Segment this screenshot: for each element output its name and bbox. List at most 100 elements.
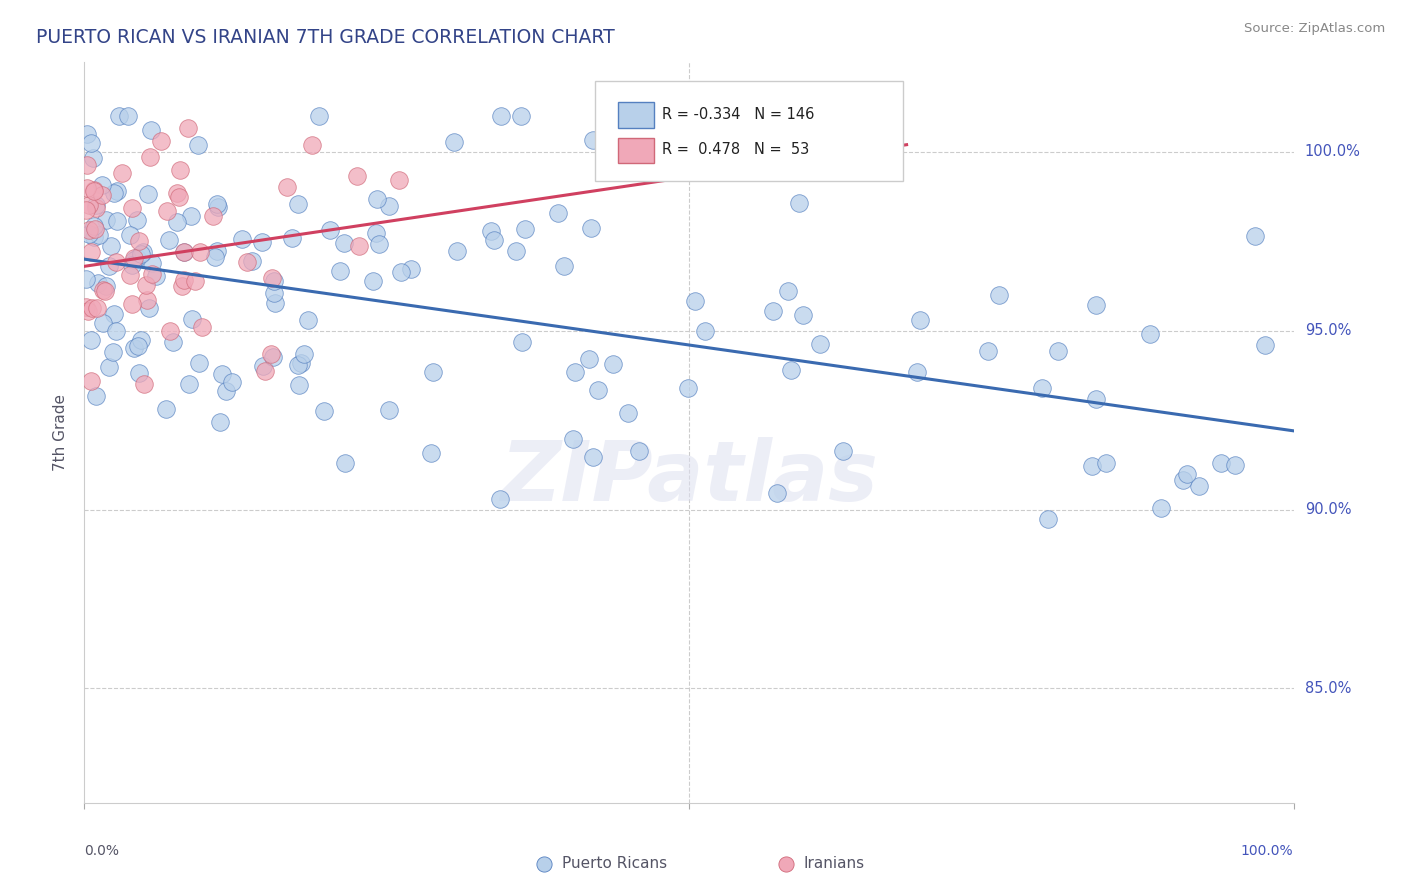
Point (1244, 228, 1267, 243)
Point (482, 233, 505, 247)
Point (252, 359, 274, 373)
Point (80, 333, 103, 347)
Point (389, 265, 412, 279)
Point (201, 209, 224, 223)
Point (1031, 381, 1053, 395)
Point (205, 197, 228, 211)
Point (138, 301, 160, 316)
Point (513, 222, 536, 236)
Point (191, 320, 214, 334)
Point (787, 195, 810, 210)
Point (489, 109, 512, 123)
Point (125, 213, 148, 227)
Point (135, 278, 157, 293)
FancyBboxPatch shape (617, 138, 654, 163)
Point (314, 404, 336, 418)
Point (695, 109, 717, 123)
Point (578, 351, 600, 366)
Point (231, 232, 253, 246)
Point (188, 245, 211, 260)
Text: ZIPatlas: ZIPatlas (501, 436, 877, 517)
Point (553, 259, 575, 273)
Point (564, 365, 586, 379)
Point (443, 135, 465, 149)
Text: Puerto Ricans: Puerto Ricans (562, 856, 666, 871)
Point (778, 285, 800, 299)
Point (169, 190, 191, 204)
Point (98, 360, 121, 375)
Point (240, 253, 263, 268)
Point (156, 204, 179, 219)
Point (86, 301, 108, 316)
Point (145, 269, 167, 284)
Point (180, 209, 202, 223)
Point (118, 268, 141, 282)
Point (108, 109, 131, 123)
Point (779, 362, 801, 376)
Point (159, 324, 181, 338)
Point (139, 123, 162, 137)
Point (676, 381, 699, 395)
Point (170, 278, 193, 293)
Point (792, 308, 814, 322)
Point (252, 235, 274, 249)
Point (489, 492, 512, 507)
Point (98, 259, 121, 273)
Point (169, 163, 191, 178)
Point (260, 347, 283, 361)
Point (263, 274, 285, 288)
Point (762, 304, 785, 318)
Point (367, 237, 389, 252)
Point (346, 169, 368, 184)
FancyBboxPatch shape (595, 81, 903, 181)
Point (80, 245, 103, 260)
Point (124, 253, 146, 268)
Point (162, 334, 184, 349)
Text: 100.0%: 100.0% (1241, 844, 1294, 857)
Point (262, 350, 284, 364)
Point (510, 335, 533, 350)
Point (103, 186, 125, 200)
Point (87, 276, 110, 290)
Point (276, 179, 298, 194)
Point (83, 219, 105, 233)
Point (1171, 474, 1194, 488)
Point (181, 312, 204, 326)
Text: 0.0%: 0.0% (84, 844, 120, 857)
Point (1084, 392, 1107, 406)
Point (281, 230, 304, 244)
Point (139, 150, 162, 164)
Point (215, 384, 238, 398)
Point (121, 201, 143, 215)
Point (301, 138, 323, 153)
Point (1253, 337, 1275, 351)
Point (128, 235, 150, 249)
Point (1080, 459, 1102, 474)
Point (105, 324, 128, 338)
Point (207, 200, 229, 214)
Point (82, 151, 104, 165)
Point (125, 251, 148, 265)
Point (124, 342, 146, 356)
Point (84, 198, 107, 212)
Point (131, 246, 153, 260)
Point (1085, 298, 1108, 312)
Point (422, 366, 444, 380)
Point (157, 233, 180, 247)
Point (90, 188, 112, 202)
Point (329, 264, 352, 278)
Point (120, 228, 142, 243)
Point (209, 415, 232, 429)
Point (905, 365, 928, 379)
Point (77, 304, 100, 318)
Point (188, 356, 211, 370)
Point (83, 183, 105, 197)
Point (1047, 344, 1070, 359)
Point (83, 221, 105, 235)
Point (94, 284, 117, 298)
Point (308, 109, 330, 123)
Point (581, 133, 603, 147)
Point (1187, 479, 1209, 493)
Point (446, 244, 468, 259)
Point (1036, 512, 1059, 526)
